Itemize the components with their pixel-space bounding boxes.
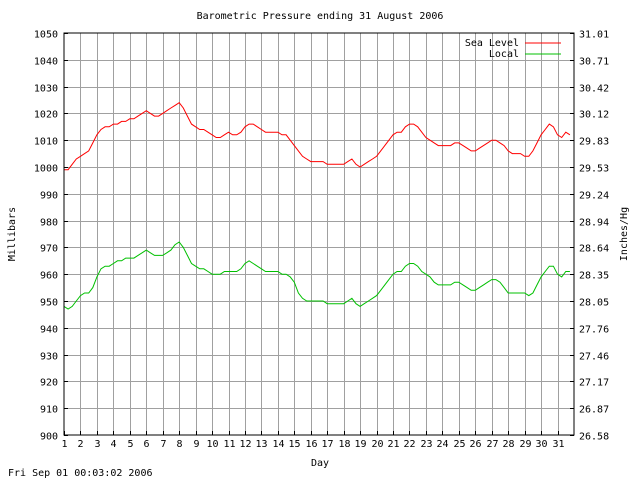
x-tick-label: 29 bbox=[519, 439, 531, 450]
x-tick-label: 21 bbox=[387, 439, 399, 450]
chart-title: Barometric Pressure ending 31 August 200… bbox=[197, 11, 444, 22]
tick-labels: 1 2 3 4 5 6 7 8 9 10 11 12 13 14 15 16 17 18 19 20 21 22 23 24 2… bbox=[34, 30, 609, 451]
y-tick-label-right: 27.17 bbox=[579, 378, 609, 389]
legend-label-local: Local bbox=[489, 49, 519, 60]
x-tick-label: 18 bbox=[338, 439, 350, 450]
x-tick-label: 31 bbox=[552, 439, 564, 450]
y-tick-label-left: 930 bbox=[40, 352, 58, 363]
y-tick-label-left: 1050 bbox=[34, 30, 58, 41]
y-axis-label-left: Millibars bbox=[7, 207, 18, 261]
y-tick-label-right: 27.76 bbox=[579, 325, 609, 336]
y-tick-label-left: 1010 bbox=[34, 137, 58, 148]
y-tick-label-right: 28.35 bbox=[579, 271, 609, 282]
x-tick-label: 6 bbox=[143, 439, 149, 450]
y-tick-label-left: 980 bbox=[40, 218, 58, 229]
x-tick-label: 1 bbox=[61, 439, 67, 450]
y-tick-label-right: 26.87 bbox=[579, 405, 609, 416]
y-tick-label-right: 29.83 bbox=[579, 137, 609, 148]
legend: Sea Level Local bbox=[465, 38, 561, 60]
x-tick-label: 25 bbox=[453, 439, 465, 450]
tick-marks bbox=[64, 33, 574, 436]
x-tick-label: 11 bbox=[223, 439, 235, 450]
x-tick-label: 23 bbox=[420, 439, 432, 450]
series-lines bbox=[63, 102, 571, 310]
x-tick-label: 16 bbox=[305, 439, 317, 450]
y-tick-label-left: 990 bbox=[40, 191, 58, 202]
x-tick-label: 5 bbox=[127, 439, 133, 450]
y-tick-label-left: 1040 bbox=[34, 57, 58, 68]
y-tick-label-right: 30.42 bbox=[579, 84, 609, 95]
y-tick-label-left: 1020 bbox=[34, 110, 58, 121]
series-line-sea-level bbox=[64, 102, 571, 171]
x-tick-label: 10 bbox=[206, 439, 218, 450]
plot-frame bbox=[63, 32, 575, 436]
x-axis-label: Day bbox=[311, 458, 329, 469]
x-tick-label: 2 bbox=[77, 439, 83, 450]
x-tick-label: 3 bbox=[94, 439, 100, 450]
x-tick-label: 26 bbox=[469, 439, 481, 450]
x-tick-label: 20 bbox=[371, 439, 383, 450]
y-tick-label-left: 900 bbox=[40, 432, 58, 443]
legend-label-sea-level: Sea Level bbox=[465, 38, 519, 49]
x-tick-label: 22 bbox=[403, 439, 415, 450]
x-tick-label: 30 bbox=[535, 439, 547, 450]
x-tick-label: 24 bbox=[436, 439, 448, 450]
y-tick-label-left: 1000 bbox=[34, 164, 58, 175]
x-tick-label: 19 bbox=[354, 439, 366, 450]
x-tick-label: 13 bbox=[255, 439, 267, 450]
grid-lines bbox=[64, 33, 574, 435]
x-tick-label: 12 bbox=[239, 439, 251, 450]
x-tick-label: 7 bbox=[160, 439, 166, 450]
x-tick-label: 28 bbox=[502, 439, 514, 450]
y-tick-label-right: 27.46 bbox=[579, 352, 609, 363]
y-axis-label-right: Inches/Hg bbox=[619, 207, 630, 261]
generated-timestamp: Fri Sep 01 00:03:02 2006 bbox=[8, 468, 153, 479]
y-tick-label-right: 29.53 bbox=[579, 164, 609, 175]
x-tick-label: 8 bbox=[176, 439, 182, 450]
x-tick-label: 14 bbox=[272, 439, 284, 450]
y-tick-label-right: 30.12 bbox=[579, 110, 609, 121]
y-tick-label-left: 950 bbox=[40, 298, 58, 309]
series-line-local bbox=[63, 241, 570, 310]
y-tick-label-right: 31.01 bbox=[579, 30, 609, 41]
y-tick-label-left: 920 bbox=[40, 378, 58, 389]
y-tick-label-right: 28.94 bbox=[579, 218, 609, 229]
x-tick-label: 15 bbox=[288, 439, 300, 450]
y-tick-label-left: 940 bbox=[40, 325, 58, 336]
y-tick-label-right: 30.71 bbox=[579, 57, 609, 68]
y-tick-label-left: 910 bbox=[40, 405, 58, 416]
y-tick-label-right: 29.24 bbox=[579, 191, 609, 202]
y-tick-label-left: 1030 bbox=[34, 84, 58, 95]
x-tick-label: 17 bbox=[321, 439, 333, 450]
y-tick-label-left: 970 bbox=[40, 244, 58, 255]
y-tick-label-left: 960 bbox=[40, 271, 58, 282]
x-tick-label: 9 bbox=[193, 439, 199, 450]
x-tick-label: 4 bbox=[110, 439, 116, 450]
y-tick-label-right: 26.58 bbox=[579, 432, 609, 443]
x-tick-label: 27 bbox=[486, 439, 498, 450]
y-tick-label-right: 28.05 bbox=[579, 298, 609, 309]
y-tick-label-right: 28.64 bbox=[579, 244, 609, 255]
